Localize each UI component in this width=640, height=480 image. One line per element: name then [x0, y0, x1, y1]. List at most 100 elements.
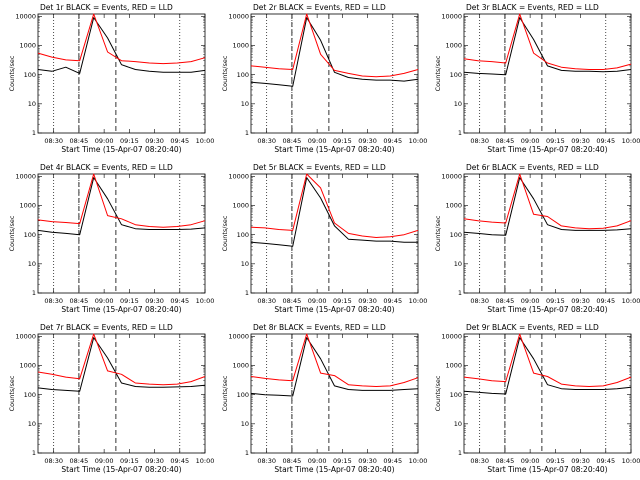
chart-title: Det 9r BLACK = Events, RED = LLD — [466, 323, 599, 332]
x-tick-label: 10:00 — [409, 137, 428, 145]
x-tick-label: 09:30 — [358, 457, 377, 465]
x-axis-label: Start Time (15-Apr-07 08:20:40) — [61, 305, 181, 314]
x-tick-label: 09:30 — [145, 457, 164, 465]
plot-frame — [37, 333, 206, 454]
events-series-line — [37, 177, 206, 236]
x-axis-label: Start Time (15-Apr-07 08:20:40) — [61, 145, 181, 154]
y-axis-label: Counts/sec — [434, 215, 442, 251]
x-tick-label: 08:45 — [283, 457, 302, 465]
x-tick-label: 08:30 — [257, 297, 276, 305]
x-tick-label: 09:00 — [521, 457, 540, 465]
chart-panel: Det 3r BLACK = Events, RED = LLD 1 10 100 10… — [426, 0, 640, 160]
events-series-line — [37, 337, 206, 392]
x-tick-label: 09:45 — [383, 457, 402, 465]
events-series-line — [463, 17, 632, 76]
x-tick-label: 09:30 — [358, 297, 377, 305]
chart-title: Det 8r BLACK = Events, RED = LLD — [253, 323, 386, 332]
chart-panel: Det 7r BLACK = Events, RED = LLD 1 10 100 10… — [0, 320, 214, 480]
chart-panel: Det 5r BLACK = Events, RED = LLD 1 10 100 10… — [213, 160, 428, 320]
x-tick-label: 10:00 — [409, 297, 428, 305]
x-axis-label: Start Time (15-Apr-07 08:20:40) — [274, 305, 394, 314]
plot-frame — [463, 333, 632, 454]
chart-panel: Det 8r BLACK = Events, RED = LLD 1 10 100 10… — [213, 320, 427, 480]
x-tick-label: 08:30 — [470, 137, 489, 145]
y-tick-label: 10000 — [441, 333, 462, 341]
x-tick-label: 09:30 — [145, 297, 164, 305]
y-tick-label: 10000 — [15, 173, 36, 181]
x-tick-label: 08:45 — [283, 297, 302, 305]
plot-frame — [250, 173, 419, 294]
chart-title: Det 6r BLACK = Events, RED = LLD — [466, 163, 599, 172]
y-tick-label: 100 — [24, 231, 36, 239]
y-tick-label: 10 — [241, 260, 249, 268]
x-tick-label: 09:45 — [383, 297, 402, 305]
x-tick-label: 09:00 — [95, 457, 114, 465]
y-axis-label: Counts/sec — [434, 375, 442, 411]
plot-frame — [463, 13, 632, 134]
y-tick-label: 100 — [24, 391, 36, 399]
lld-series-line — [37, 13, 206, 65]
chart-title: Det 7r BLACK = Events, RED = LLD — [40, 323, 173, 332]
x-tick-label: 09:00 — [521, 297, 540, 305]
x-tick-label: 09:15 — [333, 297, 352, 305]
x-tick-label: 09:30 — [571, 457, 590, 465]
chart-svg: Det 2r BLACK = Events, RED = LLD 1 10 100 10… — [221, 3, 428, 154]
x-axis-label: Start Time (15-Apr-07 08:20:40) — [274, 145, 394, 154]
x-axis-label: Start Time (15-Apr-07 08:20:40) — [487, 305, 607, 314]
chart-svg: Det 9r BLACK = Events, RED = LLD 1 10 100 10… — [434, 323, 640, 474]
chart-svg: Det 5r BLACK = Events, RED = LLD 1 10 100 10… — [221, 163, 428, 314]
x-tick-label: 09:15 — [546, 297, 565, 305]
chart-title: Det 4r BLACK = Events, RED = LLD — [40, 163, 173, 172]
y-tick-label: 100 — [237, 71, 249, 79]
x-tick-label: 09:45 — [596, 137, 615, 145]
y-tick-label: 1 — [32, 449, 36, 457]
x-tick-label: 09:30 — [358, 137, 377, 145]
plot-frame — [37, 173, 206, 294]
x-tick-label: 09:45 — [170, 137, 189, 145]
chart-panel: Det 2r BLACK = Events, RED = LLD 1 10 100 10… — [213, 0, 428, 160]
y-tick-label: 1000 — [445, 202, 462, 210]
y-tick-label: 10000 — [441, 173, 462, 181]
x-axis-label: Start Time (15-Apr-07 08:20:40) — [487, 145, 607, 154]
y-tick-label: 1 — [458, 289, 462, 297]
events-series-line — [463, 337, 632, 395]
y-axis-label: Counts/sec — [8, 375, 16, 411]
y-axis-label: Counts/sec — [221, 55, 229, 91]
x-tick-label: 09:15 — [546, 137, 565, 145]
lld-series-line — [37, 173, 206, 228]
x-tick-label: 09:45 — [596, 457, 615, 465]
x-tick-label: 09:15 — [333, 137, 352, 145]
x-tick-label: 09:15 — [546, 457, 565, 465]
x-tick-label: 09:45 — [383, 137, 402, 145]
y-tick-label: 10 — [28, 100, 36, 108]
x-axis-label: Start Time (15-Apr-07 08:20:40) — [487, 465, 607, 474]
plot-frame — [250, 333, 419, 454]
y-tick-label: 100 — [450, 71, 462, 79]
x-tick-label: 10:00 — [196, 297, 215, 305]
x-tick-label: 09:00 — [95, 137, 114, 145]
events-series-line — [250, 337, 419, 397]
x-tick-label: 08:45 — [283, 137, 302, 145]
y-tick-label: 10 — [28, 260, 36, 268]
y-tick-label: 100 — [450, 391, 462, 399]
y-tick-label: 1 — [32, 129, 36, 137]
x-tick-label: 09:45 — [596, 297, 615, 305]
x-tick-label: 09:15 — [120, 137, 139, 145]
y-tick-label: 100 — [450, 231, 462, 239]
lld-series-line — [463, 13, 632, 70]
y-tick-label: 10000 — [441, 13, 462, 21]
x-tick-label: 10:00 — [622, 137, 640, 145]
x-tick-label: 09:00 — [308, 137, 327, 145]
y-tick-label: 1000 — [232, 202, 249, 210]
x-tick-label: 08:45 — [496, 137, 515, 145]
y-tick-label: 10000 — [15, 13, 36, 21]
y-tick-label: 10 — [241, 100, 249, 108]
chart-title: Det 3r BLACK = Events, RED = LLD — [466, 3, 599, 12]
chart-title: Det 2r BLACK = Events, RED = LLD — [253, 3, 386, 12]
events-series-line — [250, 17, 419, 87]
x-tick-label: 09:00 — [95, 297, 114, 305]
y-tick-label: 100 — [237, 391, 249, 399]
lld-series-line — [250, 333, 419, 387]
chart-svg: Det 1r BLACK = Events, RED = LLD 1 10 100 10… — [8, 3, 214, 154]
x-tick-label: 08:45 — [70, 297, 89, 305]
